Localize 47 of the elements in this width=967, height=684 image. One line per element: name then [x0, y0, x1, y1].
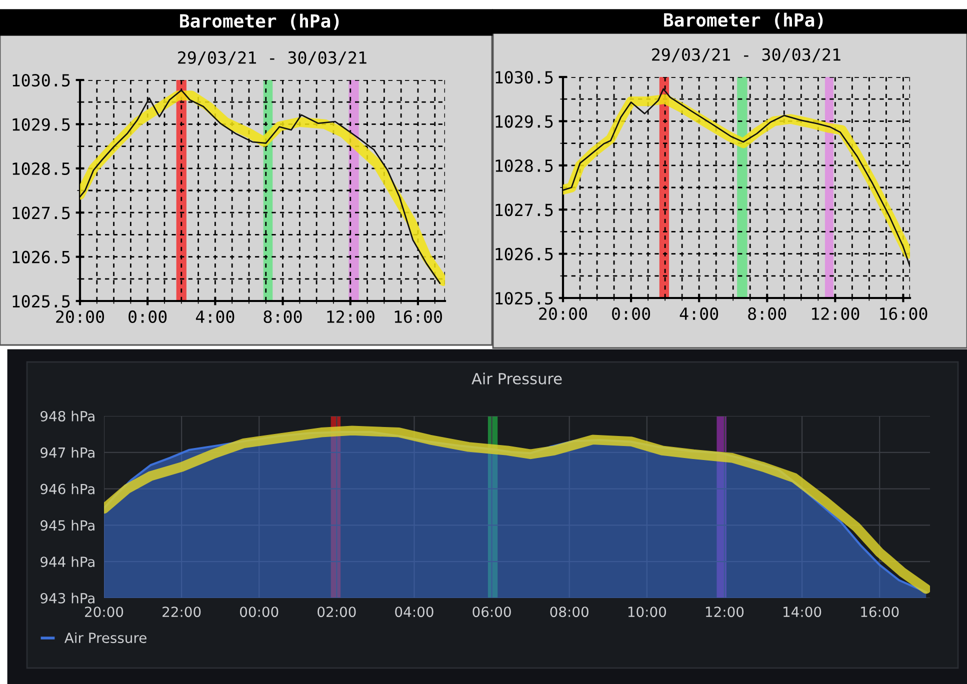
x-tick-label: 14:00 — [784, 606, 822, 618]
x-tick-label: 00:00 — [240, 606, 278, 618]
y-tick-label: 946 hPa — [40, 484, 94, 494]
x-tick-label: 10:00 — [628, 606, 666, 618]
chart-subtitle: 29/03/21 - 30/03/21 — [178, 51, 366, 66]
x-tick-label: 12:00 — [706, 606, 744, 618]
x-tick-label: 16:00 — [861, 606, 899, 618]
legend-label: Air Pressure — [64, 632, 146, 644]
y-tick-label: 1028.5 — [496, 159, 553, 172]
y-tick-label: 1026.5 — [12, 250, 70, 264]
x-tick-label: 12:00 — [327, 310, 374, 324]
x-tick-label: 8:00 — [748, 307, 786, 320]
x-tick-label: 22:00 — [162, 606, 201, 618]
chart-title: Barometer (hPa) — [664, 12, 823, 29]
x-tick-label: 04:00 — [395, 606, 434, 618]
x-tick-label: 4:00 — [680, 307, 718, 320]
x-tick-label: 02:00 — [318, 606, 356, 618]
x-tick-label: 20:00 — [85, 606, 124, 618]
y-tick-label: 945 hPa — [40, 520, 94, 531]
chart-title: Air Pressure — [472, 372, 562, 384]
x-tick-label: 16:00 — [394, 310, 442, 324]
chart-subtitle: 29/03/21 - 30/03/21 — [652, 48, 840, 62]
y-tick-label: 1025.5 — [496, 292, 553, 305]
x-tick-label: 0:00 — [612, 307, 650, 320]
x-tick-label: 20:00 — [539, 307, 588, 320]
x-tick-label: 12:00 — [812, 307, 860, 320]
x-tick-label: 0:00 — [128, 310, 167, 324]
y-tick-label: 1030.5 — [496, 71, 553, 84]
x-tick-label: 8:00 — [264, 310, 302, 324]
chart-title: Barometer (hPa) — [180, 14, 339, 30]
y-tick-label: 943 hPa — [40, 592, 94, 604]
y-tick-label: 1030.5 — [12, 74, 70, 87]
y-tick-label: 1027.5 — [12, 206, 70, 220]
y-tick-label: 1029.5 — [496, 115, 553, 128]
y-tick-label: 1026.5 — [496, 248, 553, 260]
x-tick-label: 08:00 — [550, 606, 588, 618]
x-tick-label: 20:00 — [56, 310, 104, 324]
y-tick-label: 947 hPa — [40, 447, 94, 458]
y-tick-label: 948 hPa — [40, 410, 94, 422]
y-tick-label: 1028.5 — [12, 162, 70, 176]
x-tick-label: 4:00 — [196, 310, 234, 324]
y-tick-label: 944 hPa — [40, 556, 94, 568]
x-tick-label: 06:00 — [472, 606, 511, 618]
y-tick-label: 1027.5 — [496, 204, 553, 216]
y-tick-label: 1029.5 — [12, 118, 70, 131]
x-tick-label: 16:00 — [880, 307, 928, 320]
y-tick-label: 1025.5 — [12, 295, 70, 308]
